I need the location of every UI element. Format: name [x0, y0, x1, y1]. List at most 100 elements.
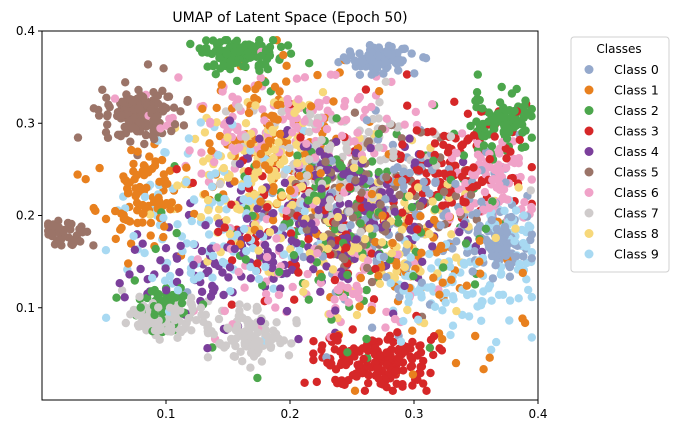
data-point — [282, 306, 292, 316]
data-point — [154, 316, 163, 325]
data-point — [101, 214, 111, 224]
data-point — [379, 252, 389, 262]
data-point — [243, 315, 252, 325]
data-point — [274, 138, 283, 147]
data-point — [477, 247, 487, 257]
legend-marker — [584, 229, 594, 238]
data-point — [135, 292, 144, 301]
data-point — [204, 230, 214, 239]
data-point — [246, 363, 255, 372]
data-point — [400, 44, 409, 54]
data-point — [408, 370, 418, 379]
data-point — [526, 235, 535, 245]
data-point — [133, 310, 142, 320]
data-point — [184, 134, 194, 143]
chart-title: UMAP of Latent Space (Epoch 50) — [172, 10, 407, 26]
data-point — [413, 351, 422, 360]
data-point — [324, 202, 334, 212]
data-point — [225, 229, 235, 239]
legend-label: Class 8 — [614, 226, 659, 241]
data-point — [124, 259, 133, 268]
data-point — [451, 358, 461, 368]
data-point — [452, 237, 461, 246]
data-point — [428, 197, 437, 206]
data-point — [419, 177, 428, 187]
data-point — [430, 139, 440, 148]
data-point — [484, 284, 493, 293]
data-point — [256, 316, 266, 326]
data-point — [345, 183, 354, 192]
data-point — [309, 265, 318, 274]
data-point — [137, 318, 146, 327]
data-point — [436, 241, 446, 251]
data-point — [451, 179, 460, 189]
data-point — [244, 108, 254, 118]
data-point — [188, 304, 197, 314]
data-point — [204, 206, 213, 215]
data-point — [306, 255, 315, 264]
data-point — [373, 51, 383, 61]
data-point — [269, 153, 278, 163]
data-point — [148, 273, 157, 283]
data-point — [103, 120, 112, 129]
data-point — [479, 141, 489, 150]
data-point — [272, 198, 282, 208]
data-point — [117, 286, 127, 295]
data-point — [286, 229, 296, 238]
data-point — [413, 225, 422, 234]
data-point — [161, 244, 171, 253]
data-point — [155, 335, 164, 344]
data-point — [491, 261, 500, 270]
data-point — [140, 139, 149, 149]
data-point — [126, 310, 135, 319]
data-point — [510, 237, 519, 246]
data-point — [245, 196, 254, 206]
data-point — [89, 104, 99, 113]
data-point — [519, 252, 528, 261]
data-point — [343, 283, 352, 292]
data-point — [371, 343, 380, 353]
data-point — [381, 77, 390, 87]
data-point — [216, 46, 225, 55]
data-point — [268, 216, 278, 225]
data-point — [282, 61, 291, 70]
data-point — [497, 82, 506, 92]
legend-marker — [584, 208, 594, 218]
data-point — [367, 157, 377, 166]
data-point — [192, 316, 201, 325]
data-point — [316, 169, 325, 178]
data-point — [366, 143, 375, 153]
data-point — [330, 275, 340, 285]
data-point — [235, 306, 244, 315]
data-point — [406, 352, 415, 361]
data-point — [258, 105, 267, 114]
data-point — [173, 333, 182, 342]
data-point — [242, 246, 251, 256]
data-point — [121, 318, 130, 328]
data-point — [495, 149, 504, 158]
x-tick-label: 0.1 — [156, 407, 175, 421]
data-point — [414, 166, 424, 175]
data-point — [246, 139, 255, 149]
data-point — [155, 323, 165, 332]
data-point — [434, 192, 443, 202]
data-point — [379, 69, 388, 78]
data-point — [269, 326, 278, 335]
data-point — [134, 103, 144, 113]
data-point — [333, 336, 342, 345]
data-point — [261, 289, 271, 299]
data-point — [149, 126, 158, 135]
data-point — [307, 219, 316, 228]
data-point — [268, 36, 278, 45]
data-point — [527, 254, 536, 263]
data-point — [173, 286, 183, 295]
data-point — [241, 132, 250, 142]
data-point — [378, 211, 387, 220]
data-point — [224, 273, 233, 282]
data-point — [395, 232, 404, 242]
x-tick-label: 0.3 — [404, 407, 423, 421]
data-point — [455, 227, 464, 237]
data-point — [203, 320, 213, 330]
data-point — [182, 177, 191, 187]
